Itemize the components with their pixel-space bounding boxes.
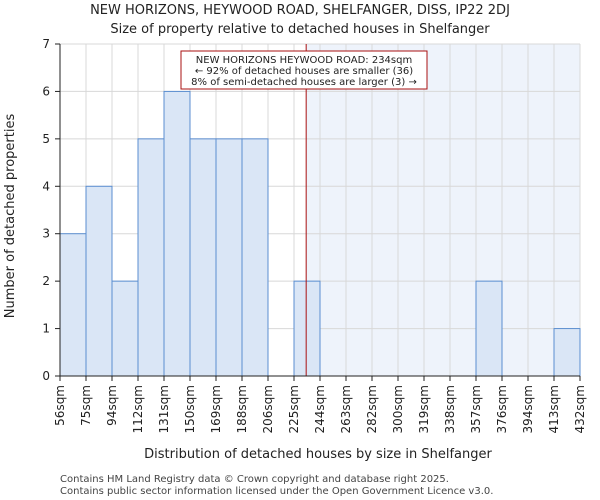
x-tick-label: 188sqm <box>235 385 249 433</box>
x-tick-label: 413sqm <box>547 385 561 433</box>
annotation-box: NEW HORIZONS HEYWOOD ROAD: 234sqm ← 92% … <box>180 50 428 90</box>
histogram-bar <box>475 280 503 377</box>
x-tick-label: 432sqm <box>573 385 587 433</box>
histogram-bar <box>241 138 269 377</box>
x-tick-label: 56sqm <box>53 385 67 426</box>
y-tick-label: 3 <box>42 227 50 241</box>
footer-line-1: Contains HM Land Registry data © Crown c… <box>60 474 449 485</box>
chart-title: NEW HORIZONS, HEYWOOD ROAD, SHELFANGER, … <box>90 3 510 18</box>
histogram-bar <box>163 90 191 377</box>
x-tick-label: 338sqm <box>443 385 457 433</box>
larger-region-shade <box>306 44 580 376</box>
y-tick-labels: 0 1 2 3 4 5 6 7 <box>42 37 60 383</box>
y-tick-label: 0 <box>42 369 50 383</box>
x-tick-label: 75sqm <box>79 385 93 426</box>
x-tick-label: 150sqm <box>183 385 197 433</box>
y-tick-label: 7 <box>42 37 50 51</box>
annotation-line-1: NEW HORIZONS HEYWOOD ROAD: 234sqm <box>196 55 412 66</box>
x-tick-label: 206sqm <box>261 385 275 433</box>
x-tick-label: 131sqm <box>157 385 171 433</box>
shade-layer <box>306 44 580 376</box>
chart-subtitle: Size of property relative to detached ho… <box>110 22 490 37</box>
x-tick-label: 357sqm <box>469 385 483 433</box>
x-tick-label: 225sqm <box>287 385 301 433</box>
annotation-border <box>180 50 428 90</box>
histogram-bar <box>59 233 87 377</box>
histogram-bar <box>293 280 321 377</box>
x-tick-label: 244sqm <box>313 385 327 433</box>
histogram-bar <box>85 185 113 377</box>
histogram-bar <box>137 138 165 377</box>
x-tick-label: 376sqm <box>495 385 509 433</box>
x-tick-label: 300sqm <box>391 385 405 433</box>
bar-layer <box>59 90 581 377</box>
x-tick-label: 94sqm <box>105 385 119 426</box>
y-tick-label: 5 <box>42 132 50 146</box>
x-tick-labels: 56sqm 75sqm 94sqm 112sqm 131sqm 150sqm 169sqm 1… <box>53 376 587 433</box>
histogram-bar <box>189 138 217 377</box>
x-axis-label: Distribution of detached houses by size … <box>144 447 492 462</box>
x-tick-label: 263sqm <box>339 385 353 433</box>
x-tick-label: 282sqm <box>365 385 379 433</box>
annotation-line-2: ← 92% of detached houses are smaller (36… <box>195 66 413 77</box>
histogram-bar <box>111 280 139 377</box>
histogram-bar <box>215 138 243 377</box>
y-tick-label: 2 <box>42 274 50 288</box>
x-tick-label: 169sqm <box>209 385 223 433</box>
x-tick-label: 394sqm <box>521 385 535 433</box>
y-tick-label: 6 <box>42 84 50 98</box>
y-tick-label: 1 <box>42 322 50 336</box>
footer-line-2: Contains public sector information licen… <box>60 486 493 497</box>
annotation-line-3: 8% of semi-detached houses are larger (3… <box>191 77 417 88</box>
y-tick-label: 4 <box>42 179 50 193</box>
x-tick-label: 319sqm <box>417 385 431 433</box>
y-axis-label: Number of detached properties <box>3 114 18 319</box>
histogram-bar <box>553 328 581 377</box>
x-tick-label: 112sqm <box>131 385 145 433</box>
